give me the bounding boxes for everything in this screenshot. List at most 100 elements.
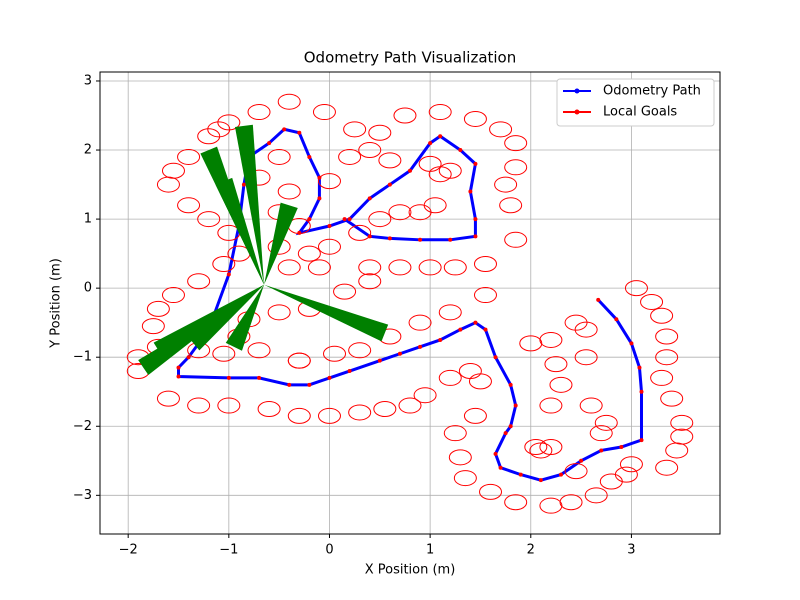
local-goal (277, 259, 301, 276)
local-goal (197, 211, 221, 228)
local-goal (333, 283, 357, 300)
local-goal (539, 438, 563, 455)
path-point (317, 196, 322, 201)
local-goal (317, 407, 341, 424)
x-tick-label: 1 (426, 543, 434, 558)
path-point (473, 234, 478, 239)
path-point (397, 351, 402, 356)
local-goal (670, 414, 694, 431)
local-goal (373, 401, 397, 418)
axes-frame (99, 71, 721, 535)
local-goal (368, 124, 392, 141)
path-point (387, 236, 392, 241)
path-point (493, 355, 498, 360)
local-goal (479, 483, 503, 500)
local-goal (257, 401, 281, 418)
local-goal (187, 273, 211, 290)
local-goal (378, 152, 402, 169)
local-goal (650, 369, 674, 386)
local-goal (665, 442, 689, 459)
x-tick-label: 2 (527, 543, 535, 558)
path-point (538, 478, 543, 483)
local-goal (398, 397, 422, 414)
local-goal (655, 459, 679, 476)
y-tick-label: −3 (73, 488, 92, 503)
path-point (599, 448, 604, 453)
local-goal (177, 148, 201, 165)
local-goal (247, 104, 271, 121)
local-goal (358, 142, 382, 159)
local-goal (348, 224, 372, 241)
local-goal (393, 107, 417, 124)
local-goal (529, 442, 553, 459)
local-goal (473, 287, 497, 304)
y-axis-label: Y Position (m) (49, 258, 64, 349)
x-axis-label: X Position (m) (365, 563, 456, 578)
local-goal (579, 397, 603, 414)
path-point (458, 148, 463, 153)
y-tick-label: 0 (84, 281, 92, 296)
path-point (387, 182, 392, 187)
local-goal (267, 304, 291, 321)
local-goal (277, 183, 301, 200)
local-goal (584, 487, 608, 504)
legend: Odometry Path Local Goals (556, 78, 715, 127)
local-goal (177, 197, 201, 214)
path-point (473, 161, 478, 166)
local-goal (317, 173, 341, 190)
local-goal (217, 114, 241, 131)
local-goal (619, 456, 643, 473)
local-goal (463, 407, 487, 424)
local-goal (499, 197, 523, 214)
local-goal (544, 356, 568, 373)
local-goal (212, 345, 236, 362)
path-point (448, 237, 453, 242)
local-goal (594, 414, 618, 431)
local-goal (212, 255, 236, 272)
path-point (473, 217, 478, 222)
path-point (176, 365, 181, 370)
local-goal (504, 159, 528, 176)
local-goal (358, 273, 382, 290)
local-goal (463, 110, 487, 127)
local-goal (267, 148, 291, 165)
local-goal (489, 121, 513, 138)
path-point (473, 320, 478, 325)
path-point (377, 358, 382, 363)
y-tick-label: 2 (84, 143, 92, 158)
path-point (327, 224, 332, 228)
path-point (513, 403, 518, 408)
path-point (508, 382, 513, 387)
local-goal (277, 93, 301, 110)
local-goal (161, 287, 185, 304)
local-goal (418, 155, 442, 172)
local-goal (358, 259, 382, 276)
local-goal (146, 300, 170, 317)
local-goal (624, 280, 648, 297)
path-point (438, 337, 443, 342)
local-goal (423, 197, 447, 214)
local-goal (504, 494, 528, 511)
local-goal (473, 255, 497, 272)
legend-label: Local Goals (603, 105, 677, 120)
local-goal (614, 466, 638, 483)
local-goal (312, 104, 336, 121)
local-goal (156, 390, 180, 407)
local-goal (368, 211, 392, 228)
path-point (226, 375, 231, 380)
local-goal (197, 128, 221, 145)
path-point (498, 465, 503, 470)
local-goal (640, 293, 664, 310)
local-goal (443, 425, 467, 442)
path-point (619, 444, 624, 449)
local-goal (161, 162, 185, 179)
local-goal (453, 470, 477, 487)
local-goal (448, 449, 472, 466)
path-point (307, 382, 312, 387)
local-goal (348, 342, 372, 359)
path-point (226, 272, 231, 277)
path-point (629, 341, 634, 346)
local-goal (428, 104, 452, 121)
path-point (307, 217, 312, 222)
